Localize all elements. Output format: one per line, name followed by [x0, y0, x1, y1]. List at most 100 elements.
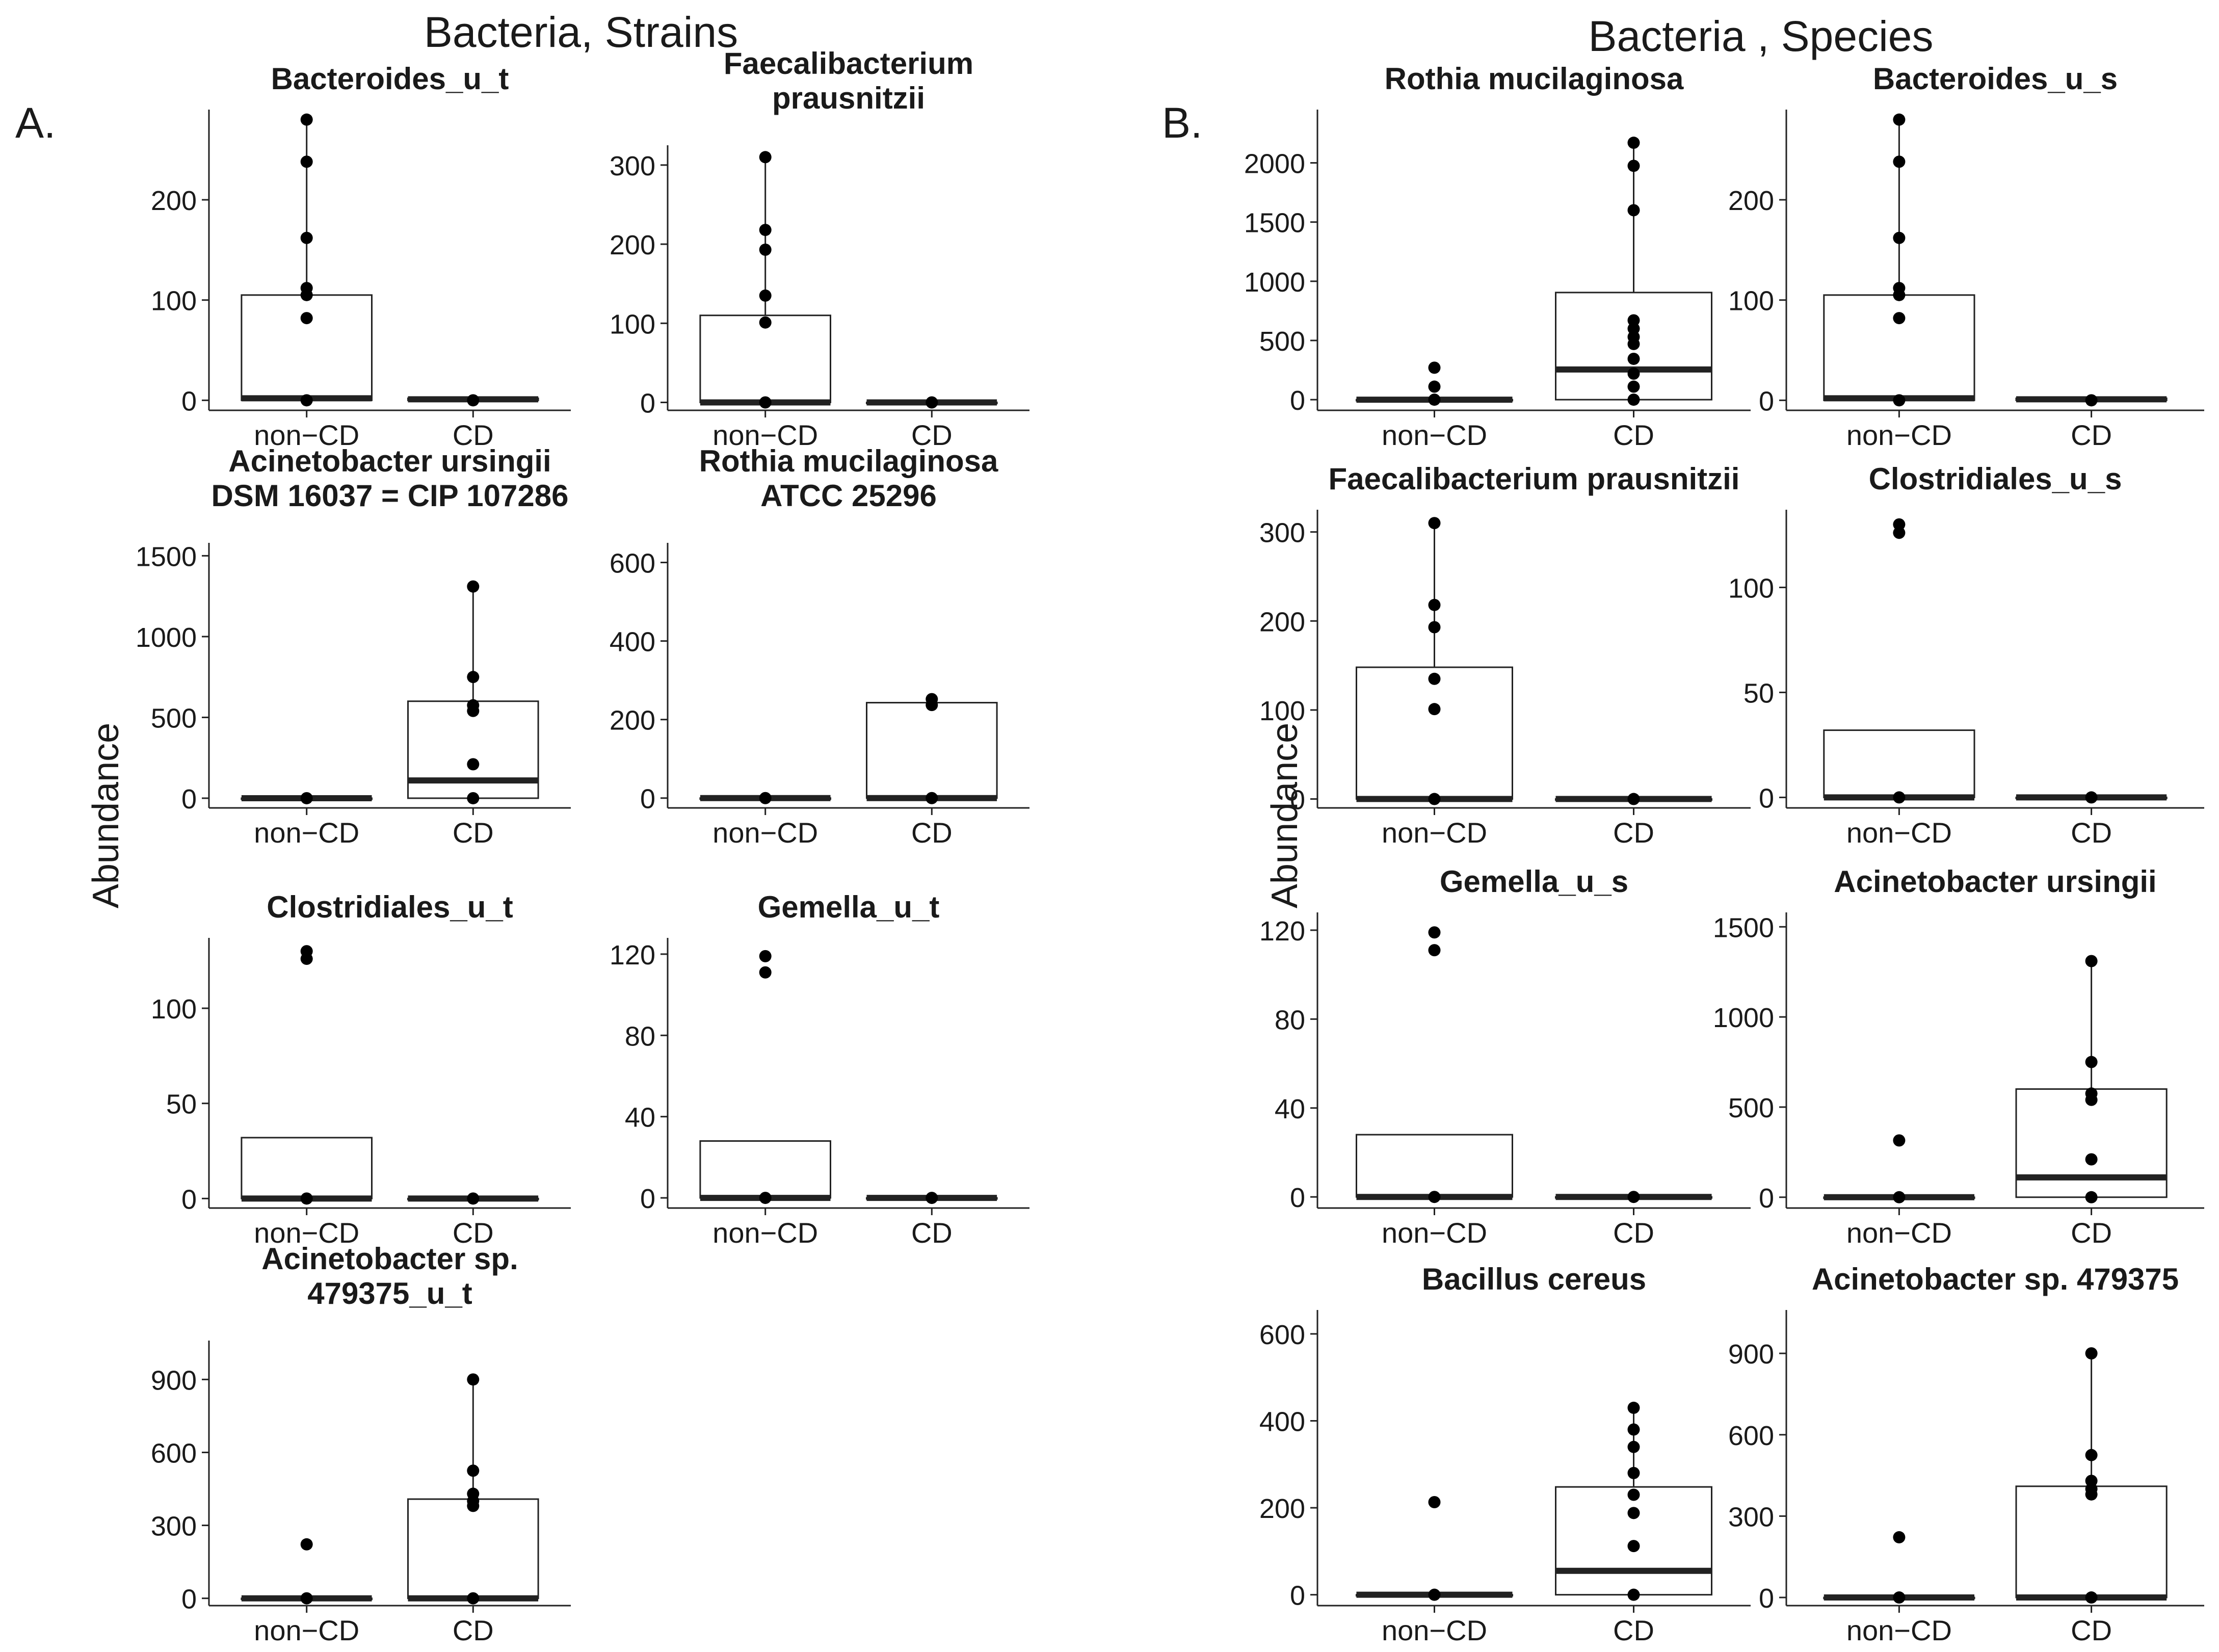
chart-title: Rothia mucilaginosa — [1385, 62, 1684, 96]
data-point — [2085, 1191, 2098, 1203]
data-point — [759, 151, 772, 164]
data-point — [467, 792, 480, 804]
box-body — [2015, 1485, 2168, 1598]
data-point — [1428, 1191, 1441, 1203]
data-point — [2085, 1087, 2098, 1100]
y-tick-label: 0 — [640, 784, 655, 815]
data-point — [2085, 791, 2098, 804]
data-point — [300, 231, 313, 244]
chart-title: Rothia mucilaginosa — [699, 444, 998, 478]
y-tick-label: 500 — [1259, 326, 1305, 357]
data-point — [759, 224, 772, 237]
x-tick-label: CD — [2071, 1614, 2112, 1646]
data-point — [300, 282, 313, 295]
data-point — [300, 155, 313, 168]
boxplot-b-6: Acinetobacter ursingii 0 500 1000 1500 non−CD… — [1713, 864, 2204, 1249]
data-point — [1627, 314, 1640, 327]
y-tick-label: 0 — [1290, 785, 1305, 816]
boxplot-b-7: Bacillus cereus 0 200 400 600 non−CD CD — [1259, 1262, 1751, 1646]
y-tick-label: 100 — [1728, 573, 1774, 604]
data-point — [926, 396, 938, 409]
boxplot-a-1: Bacteroides_u_t 0 100 200 non−CD CD — [151, 62, 571, 451]
y-tick-label: 600 — [151, 1438, 197, 1469]
box-body — [866, 702, 998, 799]
x-tick-label: CD — [2071, 817, 2112, 849]
chart-title: Acinetobacter ursingii — [228, 444, 551, 478]
data-point — [1428, 394, 1441, 406]
y-tick-label: 200 — [151, 186, 197, 216]
y-tick-label: 80 — [625, 1021, 655, 1052]
y-tick-label: 0 — [1290, 1581, 1305, 1611]
data-point — [759, 316, 772, 329]
data-point — [759, 950, 772, 962]
boxplot-b-8: Acinetobacter sp. 479375 0 300 600 900 non−CD… — [1728, 1262, 2204, 1646]
x-tick-label: CD — [911, 817, 953, 849]
box-body — [1823, 729, 1975, 798]
x-tick-label: CD — [1613, 1614, 1654, 1646]
y-tick-label: 40 — [1275, 1094, 1305, 1124]
y-tick-label: 50 — [166, 1089, 197, 1120]
y-tick-label: 400 — [1259, 1407, 1305, 1437]
data-point — [759, 243, 772, 256]
y-tick-label: 200 — [1259, 1493, 1305, 1524]
y-tick-label: 900 — [1728, 1339, 1774, 1370]
data-point — [1627, 1466, 1640, 1479]
chart-title: Bacillus cereus — [1422, 1262, 1646, 1296]
y-tick-label: 2000 — [1244, 149, 1305, 179]
y-tick-label: 40 — [625, 1103, 655, 1133]
panel-b-label: B. — [1162, 99, 1202, 147]
y-tick-label: 100 — [151, 286, 197, 317]
data-point — [2085, 394, 2098, 407]
data-point — [467, 671, 480, 684]
chart-title: Acinetobacter sp. 479375 — [1812, 1262, 2179, 1296]
x-tick-label: CD — [1613, 817, 1654, 849]
box-body — [1356, 1134, 1513, 1198]
x-tick-label: non−CD — [254, 1614, 359, 1646]
data-point — [467, 1592, 480, 1605]
x-tick-label: CD — [911, 419, 953, 451]
data-point — [1627, 1423, 1640, 1436]
data-point — [467, 1464, 480, 1477]
data-point — [2085, 955, 2098, 967]
y-tick-label: 500 — [151, 703, 197, 733]
data-point — [1893, 1191, 1906, 1203]
y-tick-label: 1000 — [136, 622, 197, 653]
data-point — [1428, 944, 1441, 957]
data-point — [1428, 621, 1441, 634]
x-tick-label: non−CD — [1382, 1614, 1487, 1646]
box-body — [699, 1140, 832, 1199]
boxplot-b-1: Rothia mucilaginosa 0 500 1000 1500 2000 non−C… — [1244, 62, 1751, 451]
x-tick-label: CD — [453, 419, 494, 451]
data-point — [300, 1592, 313, 1605]
chart-title: 479375_u_t — [307, 1276, 472, 1310]
x-tick-label: CD — [2071, 419, 2112, 451]
boxplot-a-5: Clostridiales_u_t 0 50 100 non−CD CD — [151, 890, 571, 1249]
boxplot-a-6: Gemella_u_t 0 40 80 120 non−CD CD — [610, 890, 1029, 1249]
data-point — [1893, 155, 1906, 168]
y-tick-label: 0 — [181, 1184, 197, 1215]
y-tick-label: 100 — [151, 994, 197, 1025]
data-point — [1428, 1496, 1441, 1508]
y-tick-label: 50 — [1744, 678, 1774, 709]
y-tick-label: 0 — [640, 388, 655, 418]
y-tick-label: 1000 — [1244, 267, 1305, 298]
panel-a-ylabel: Abundance — [86, 723, 126, 908]
boxplot-b-5: Gemella_u_s 0 40 80 120 non−CD CD — [1259, 864, 1751, 1249]
data-point — [1893, 1531, 1906, 1543]
chart-title: ATCC 25296 — [760, 479, 937, 513]
y-tick-label: 200 — [610, 705, 655, 736]
data-point — [926, 1192, 938, 1204]
y-tick-label: 100 — [1259, 696, 1305, 726]
x-tick-label: CD — [1613, 419, 1654, 451]
data-point — [300, 945, 313, 958]
y-tick-label: 1500 — [1713, 912, 1774, 943]
data-point — [1627, 380, 1640, 393]
data-point — [1627, 1540, 1640, 1553]
data-point — [467, 1192, 480, 1205]
data-point — [759, 792, 772, 804]
data-point — [300, 1538, 313, 1551]
y-tick-label: 80 — [1275, 1005, 1305, 1035]
chart-title: Clostridiales_u_t — [267, 890, 513, 924]
x-tick-label: non−CD — [712, 1217, 818, 1249]
